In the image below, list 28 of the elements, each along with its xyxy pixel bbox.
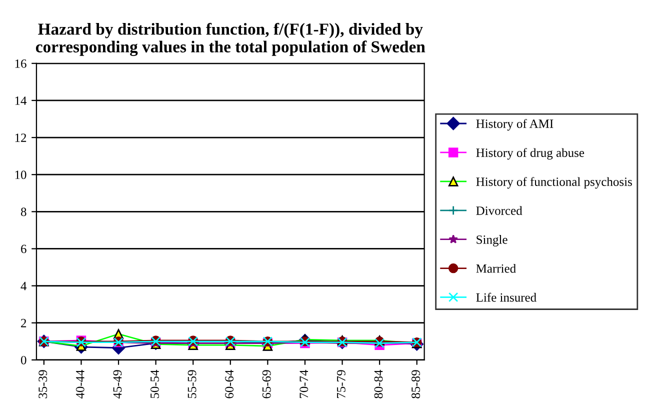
chart-title: Hazard by distribution function, f/(F(1-F)), divided by corresponding values in the total population of Sweden <box>36 22 426 56</box>
x-tick-label: 70-74 <box>300 370 308 398</box>
x-tick-label: 50-54 <box>150 370 159 398</box>
y-tick-label: 8 <box>20 208 26 216</box>
legend-label: Married <box>476 264 516 273</box>
x-tick-label: 60-64 <box>225 370 234 398</box>
x-tick-label: 55-59 <box>188 370 196 398</box>
x-tick-label: 35-39 <box>38 370 48 398</box>
y-tick-label: 16 <box>15 59 26 68</box>
x-tick-label: 85-89 <box>412 370 420 398</box>
x-tick-label: 75-79 <box>337 370 346 398</box>
y-tick-label: 2 <box>21 318 26 328</box>
y-tick-label: 12 <box>15 134 26 142</box>
x-tick-label: 45-49 <box>113 370 122 399</box>
legend-label: Divorced <box>476 206 522 215</box>
legend-label: History of AMI <box>476 119 554 131</box>
x-tick-label: 80-84 <box>374 370 383 398</box>
y-tick-label: 4 <box>20 282 27 290</box>
legend-label: Life insured <box>476 292 536 302</box>
legend-label: History of drug abuse <box>476 148 584 160</box>
y-tick-label: 0 <box>20 356 26 364</box>
y-tick-label: 6 <box>21 244 26 254</box>
legend-label: History of functional psychosis <box>476 177 632 189</box>
y-tick-label: 14 <box>15 96 27 105</box>
y-tick-label: 10 <box>15 170 26 180</box>
legend-label: Single <box>476 235 508 246</box>
x-tick-label: 40-44 <box>76 370 84 399</box>
x-tick-label: 65-69 <box>262 370 271 398</box>
